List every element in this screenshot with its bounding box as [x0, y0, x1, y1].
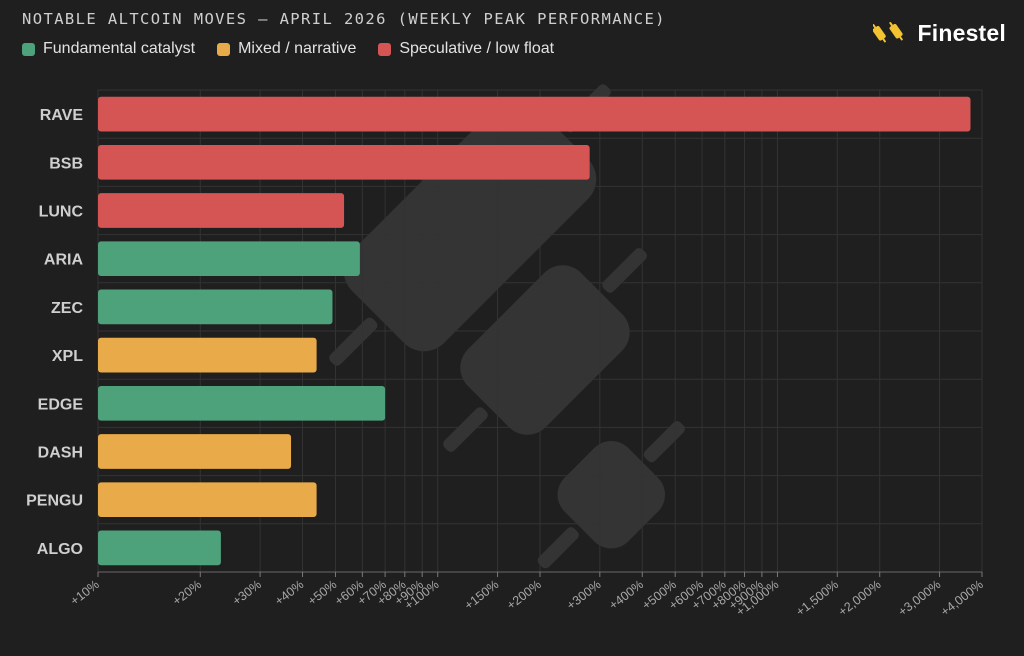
bar-dash	[98, 434, 292, 469]
x-tick-label: +40%	[272, 577, 306, 608]
y-label-rave: RAVE	[40, 107, 84, 124]
bar-aria	[98, 241, 360, 277]
legend-swatch-speculative	[378, 42, 392, 56]
x-tick-label: +300%	[564, 577, 604, 612]
bar-algo	[98, 530, 221, 566]
legend-item-speculative: Speculative / low float	[378, 40, 554, 58]
bars	[98, 96, 971, 566]
legend-item-mixed: Mixed / narrative	[217, 40, 356, 58]
legend-label-speculative: Speculative / low float	[399, 40, 555, 57]
y-label-bsb: BSB	[49, 155, 83, 172]
legend: Fundamental catalyst Mixed / narrative S…	[22, 40, 554, 58]
y-label-pengu: PENGU	[26, 493, 83, 510]
bar-edge	[98, 385, 386, 421]
bar-bsb	[98, 144, 590, 180]
chart-title: NOTABLE ALTCOIN MOVES — APRIL 2026 (WEEK…	[22, 10, 666, 28]
bar-lunc	[98, 193, 345, 228]
legend-swatch-mixed	[217, 42, 231, 56]
y-label-zec: ZEC	[51, 300, 83, 317]
legend-label-fundamental: Fundamental catalyst	[43, 40, 196, 57]
legend-item-fundamental: Fundamental catalyst	[22, 40, 195, 58]
y-label-xpl: XPL	[52, 348, 83, 365]
brand-name: Finestel	[917, 19, 1006, 46]
y-axis-labels: RAVE BSB LUNC ARIA ZEC XPL EDGE DASH PENGU ALGO	[26, 107, 83, 558]
bar-pengu	[98, 482, 317, 518]
x-tick-label: +20%	[170, 577, 204, 608]
bar-xpl	[98, 337, 317, 373]
x-axis-ticks: +10% +20% +30% +40%+50%+60%+70%+80%+90%+100…	[68, 572, 986, 619]
x-tick-label: +30%	[230, 577, 264, 608]
x-tick-label: +4,000%	[938, 577, 986, 619]
legend-label-mixed: Mixed / narrative	[238, 40, 357, 57]
y-label-algo: ALGO	[37, 541, 83, 558]
x-tick-label: +150%	[462, 577, 502, 612]
brand: Finestel	[873, 14, 1006, 52]
x-tick-label: +400%	[607, 577, 647, 612]
finestel-logo-icon	[873, 22, 904, 43]
y-label-edge: EDGE	[38, 396, 84, 413]
x-tick-label: +50%	[305, 577, 339, 608]
x-tick-label: +1,500%	[793, 577, 841, 619]
y-label-lunc: LUNC	[39, 204, 84, 221]
x-tick-label: +200%	[504, 577, 544, 612]
y-label-aria: ARIA	[44, 252, 84, 269]
x-tick-label: +10%	[68, 577, 102, 608]
x-tick-label: +2,000%	[836, 577, 884, 619]
legend-swatch-fundamental	[22, 42, 35, 56]
x-tick-label: +3,000%	[896, 577, 944, 619]
bar-rave	[98, 96, 971, 132]
y-label-dash: DASH	[38, 445, 83, 462]
bar-zec	[98, 289, 333, 325]
